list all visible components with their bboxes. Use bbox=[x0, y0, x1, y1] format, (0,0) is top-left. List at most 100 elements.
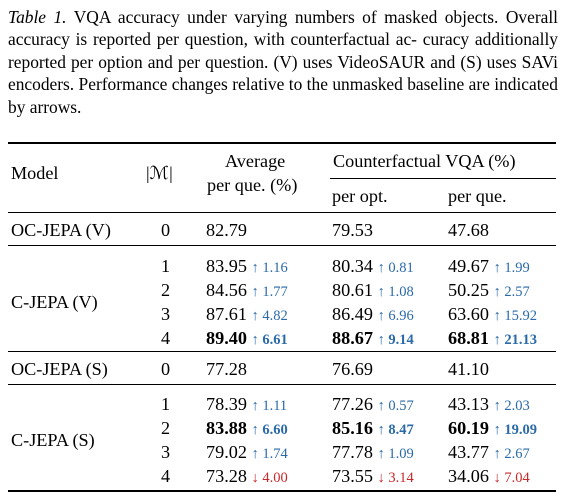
cf-opt-cell: 77.78 ↑ 1.09 bbox=[332, 441, 414, 465]
cf-que-cell-value: 49.67 bbox=[448, 256, 489, 276]
cf-opt-cell-value: 73.55 bbox=[332, 466, 373, 486]
cf-que-cell-value: 50.25 bbox=[448, 280, 489, 300]
cf-que-cell-value: 60.19 bbox=[448, 418, 489, 438]
cf-que-cell: 63.60 ↑ 15.92 bbox=[448, 303, 537, 327]
increase-delta: ↑ 0.81 bbox=[377, 260, 414, 276]
cf-opt-cell: 73.55 ↓ 3.14 bbox=[332, 465, 414, 489]
caption-line: curacy additionally reported per option … bbox=[8, 29, 558, 72]
average-cell: 82.79 bbox=[206, 219, 247, 241]
cf-opt-cell: 76.69 bbox=[332, 358, 373, 380]
cf-opt-cell: 77.26 ↑ 0.57 bbox=[332, 393, 414, 417]
average-cell: 77.28 bbox=[206, 358, 247, 380]
mask-count: 0 bbox=[161, 220, 171, 240]
average-cell: 83.95 ↑ 1.16 bbox=[206, 255, 288, 279]
mask-count: 1 bbox=[161, 394, 171, 414]
increase-delta: ↑ 1.09 bbox=[377, 446, 414, 462]
mask-count: 4 bbox=[161, 466, 171, 486]
cf-opt-cell-value: 80.61 bbox=[332, 280, 373, 300]
cf-que-cell-value: 41.10 bbox=[448, 359, 489, 379]
model-name: C-JEPA (S) bbox=[11, 430, 95, 450]
average-cell-value: 89.40 bbox=[206, 328, 247, 348]
decrease-delta: ↓ 3.14 bbox=[377, 470, 414, 486]
increase-delta: ↑ 6.96 bbox=[377, 308, 414, 324]
model-name: OC-JEPA (V) bbox=[11, 220, 111, 240]
cf-opt-cell-value: 88.67 bbox=[332, 328, 373, 348]
table-caption: Table 1. VQA accuracy under varying numb… bbox=[8, 6, 558, 118]
cf-que-cell: 50.25 ↑ 2.57 bbox=[448, 279, 530, 303]
mask-count: 1 bbox=[161, 256, 171, 276]
mask-count: 2 bbox=[161, 280, 171, 300]
cf-que-cell: 60.19 ↑ 19.09 bbox=[448, 417, 537, 441]
increase-delta: ↑ 1.16 bbox=[251, 260, 288, 276]
caption-line: Overall accuracy is reported per questio… bbox=[8, 7, 558, 50]
average-cell: 79.02 ↑ 1.74 bbox=[206, 441, 288, 465]
header-average: Average bbox=[225, 151, 286, 171]
mask-count: 3 bbox=[161, 304, 171, 324]
increase-delta: ↑ 19.09 bbox=[493, 422, 537, 438]
cf-opt-cell-value: 85.16 bbox=[332, 418, 373, 438]
average-cell: 73.28 ↓ 4.00 bbox=[206, 465, 288, 489]
caption-label: Table 1. bbox=[8, 7, 67, 27]
cf-opt-cell: 80.61 ↑ 1.08 bbox=[332, 279, 414, 303]
cf-opt-cell: 85.16 ↑ 8.47 bbox=[332, 417, 414, 441]
cf-opt-cell-value: 76.69 bbox=[332, 359, 373, 379]
average-cell-value: 73.28 bbox=[206, 466, 247, 486]
cf-que-cell: 34.06 ↓ 7.04 bbox=[448, 465, 530, 489]
header-mask-count: |ℳ| bbox=[146, 163, 173, 183]
cf-underline-rule bbox=[330, 178, 556, 179]
cf-que-cell-value: 47.68 bbox=[448, 220, 489, 240]
increase-delta: ↑ 2.03 bbox=[493, 398, 530, 414]
header-per-option: per opt. bbox=[332, 186, 388, 206]
increase-delta: ↑ 6.60 bbox=[251, 422, 288, 438]
mask-count: 3 bbox=[161, 442, 171, 462]
mask-count: 4 bbox=[161, 328, 171, 348]
increase-delta: ↑ 0.57 bbox=[377, 398, 414, 414]
header-counterfactual: Counterfactual VQA (%) bbox=[333, 151, 516, 171]
cf-opt-cell-value: 86.49 bbox=[332, 304, 373, 324]
average-cell: 87.61 ↑ 4.82 bbox=[206, 303, 288, 327]
cf-que-cell: 49.67 ↑ 1.99 bbox=[448, 255, 530, 279]
average-cell-value: 79.02 bbox=[206, 442, 247, 462]
cf-opt-cell-value: 79.53 bbox=[332, 220, 373, 240]
increase-delta: ↑ 1.74 bbox=[251, 446, 288, 462]
cf-que-cell: 43.13 ↑ 2.03 bbox=[448, 393, 530, 417]
cf-opt-cell-value: 80.34 bbox=[332, 256, 373, 276]
caption-line: relative to the unmasked baseline are in… bbox=[8, 74, 558, 117]
group-rule bbox=[8, 245, 556, 246]
cf-opt-cell-value: 77.26 bbox=[332, 394, 373, 414]
average-cell: 83.88 ↑ 6.60 bbox=[206, 417, 288, 441]
average-cell-value: 87.61 bbox=[206, 304, 247, 324]
caption-line: VideoSAUR and (S) uses SAVi encoders. Pe… bbox=[8, 51, 558, 95]
model-name: C-JEPA (V) bbox=[11, 292, 98, 312]
group-rule bbox=[8, 351, 556, 352]
group-rule bbox=[8, 384, 556, 385]
increase-delta: ↑ 1.11 bbox=[251, 398, 288, 414]
average-cell-value: 78.39 bbox=[206, 394, 247, 414]
cf-que-cell-value: 34.06 bbox=[448, 466, 489, 486]
increase-delta: ↑ 1.08 bbox=[377, 284, 414, 300]
cf-opt-cell-value: 77.78 bbox=[332, 442, 373, 462]
increase-delta: ↑ 2.57 bbox=[493, 284, 530, 300]
cf-que-cell-value: 68.81 bbox=[448, 328, 489, 348]
average-cell-value: 83.88 bbox=[206, 418, 247, 438]
average-cell-value: 82.79 bbox=[206, 220, 247, 240]
cf-opt-cell: 80.34 ↑ 0.81 bbox=[332, 255, 414, 279]
header-average-unit: per que. (%) bbox=[207, 175, 298, 195]
cf-opt-cell: 88.67 ↑ 9.14 bbox=[332, 327, 414, 351]
bottom-rule bbox=[8, 490, 556, 492]
increase-delta: ↑ 4.82 bbox=[251, 308, 288, 324]
header-model: Model bbox=[11, 163, 59, 183]
increase-delta: ↑ 1.77 bbox=[251, 284, 288, 300]
cf-que-cell: 41.10 bbox=[448, 358, 489, 380]
increase-delta: ↑ 8.47 bbox=[377, 422, 414, 438]
caption-line: VQA accuracy under varying numbers of ma… bbox=[66, 7, 499, 27]
header-per-question: per que. bbox=[448, 186, 507, 206]
top-rule bbox=[8, 142, 556, 144]
header-rule bbox=[8, 212, 556, 213]
increase-delta: ↑ 2.67 bbox=[493, 446, 530, 462]
average-cell-value: 83.95 bbox=[206, 256, 247, 276]
increase-delta: ↑ 1.99 bbox=[493, 260, 530, 276]
cf-opt-cell: 86.49 ↑ 6.96 bbox=[332, 303, 414, 327]
increase-delta: ↑ 6.61 bbox=[251, 332, 288, 348]
increase-delta: ↑ 9.14 bbox=[377, 332, 414, 348]
